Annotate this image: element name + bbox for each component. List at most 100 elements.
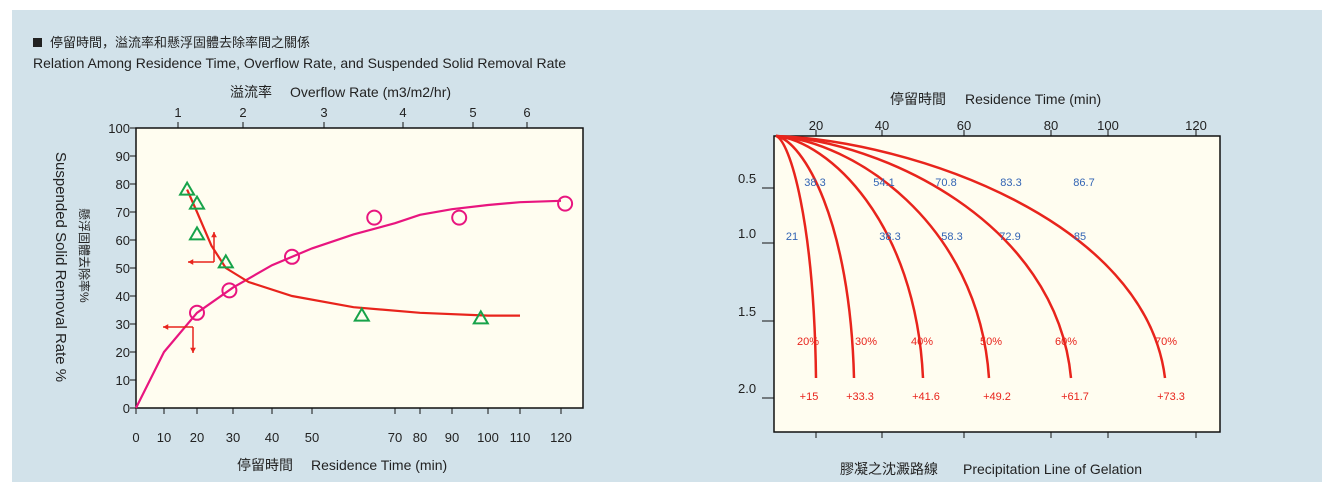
y-tick-label: 70 [116,205,130,220]
x-bottom-axis-title-en: Residence Time (min) [311,457,447,473]
guide-arrow-head [211,232,217,238]
x-bottom-tick-label: 120 [550,430,572,445]
x-axis-title-en: Residence Time (min) [965,91,1101,107]
end-value-label: +15 [800,391,819,403]
end-value-label: +73.3 [1157,391,1185,403]
x-tick-label: 100 [1097,118,1119,133]
x-tick-label: 120 [1185,118,1207,133]
x-bottom-tick-label: 30 [226,430,240,445]
removal-label-row-0-5: 38.3 [804,177,825,189]
overflow-rate-curve [186,189,520,317]
figure-title-cn: 停留時間，溢流率和懸浮固體去除率間之關係 [33,32,310,51]
plot-area [135,127,584,409]
y-axis-title-en: Suspended Solid Removal Rate % [52,152,69,382]
x-bottom-tick-label: 10 [157,430,171,445]
percent-label: 20% [797,336,819,348]
gelation-curve [775,134,925,379]
x-bottom-axis-title-cn: 停留時間 [237,457,293,473]
y-tick-label: 20 [116,345,130,360]
end-value-label: +41.6 [912,391,940,403]
bottom-title-cn: 膠凝之沈澱路線 [840,461,938,477]
y-tick-label: 1.0 [738,226,756,241]
y-tick-label: 2.0 [738,381,756,396]
end-value-label: +49.2 [983,391,1011,403]
figure-title-en: Relation Among Residence Time, Overflow … [33,55,567,71]
circle-data-point [451,209,468,226]
x-tick-label: 60 [957,118,971,133]
percent-label: 30% [855,336,877,348]
circle-data-point [189,304,205,321]
removal-rate-curve [135,199,562,409]
gelation-chart: 20 40 60 80 100 120 0.5 1.0 1.5 2.0 停留時間 Residence … [738,91,1221,477]
circle-data-point [284,248,300,265]
circle-data-point [221,282,238,299]
x-bottom-tick-label: 50 [305,430,319,445]
removal-label-row-0-5: 86.7 [1073,177,1094,189]
end-value-label: +61.7 [1061,391,1089,403]
removal-label-row-0-5: 83.3 [1000,177,1021,189]
x-bottom-tick-label: 40 [265,430,279,445]
triangle-data-point [217,253,235,269]
x-bottom-tick-label: 70 [388,430,402,445]
y-tick-label: 80 [116,177,130,192]
x-top-tick-label: 2 [239,105,246,120]
triangle-data-point [188,225,206,241]
y-tick-label: 0.5 [738,171,756,186]
x-top-tick-label: 6 [523,105,530,120]
y-tick-label: 0 [123,401,130,416]
x-top-axis-title-cn: 溢流率 [230,84,272,100]
triangle-data-point [188,194,206,210]
gelation-curve [775,134,1167,379]
removal-rate-chart: 0 10 20 30 40 50 60 70 80 90 100 0 10 20 30 40 50 70 80 90 1… [52,84,584,473]
triangle-data-point [353,306,371,322]
y-tick-label: 50 [116,261,130,276]
plot-area [773,135,1221,433]
x-top-tick-label: 4 [399,105,406,120]
y-tick-label: 100 [108,121,130,136]
percent-label: 70% [1155,336,1177,348]
circle-data-point [366,209,383,226]
guide-arrow-head [163,324,169,330]
guide-arrow-head [188,259,194,265]
y-tick-label: 40 [116,289,130,304]
removal-label-row-1-0: 21 [786,231,798,243]
x-bottom-tick-label: 110 [510,430,531,445]
x-bottom-tick-label: 100 [477,430,499,445]
triangle-data-point [178,180,196,196]
circle-data-point [557,195,574,212]
y-axis-title-cn: 懸浮固體去除率% [77,208,92,303]
y-tick-label: 10 [116,373,130,388]
gelation-curve [775,134,991,379]
percent-label: 60% [1055,336,1077,348]
removal-label-row-1-0: 72.9 [999,231,1020,243]
removal-label-row-0-5: 70.8 [935,177,956,189]
removal-label-row-1-0: 85 [1074,231,1086,243]
x-top-tick-label: 3 [320,105,327,120]
x-bottom-tick-label: 80 [413,430,427,445]
percent-label: 40% [911,336,933,348]
x-top-tick-label: 1 [174,105,181,120]
x-tick-label: 20 [809,118,823,133]
gelation-curve [775,134,856,379]
x-bottom-tick-label: 90 [445,430,459,445]
y-tick-label: 30 [116,317,130,332]
x-top-axis-title-en: Overflow Rate (m3/m2/hr) [290,84,451,100]
figure-title-cn-text: 停留時間，溢流率和懸浮固體去除率間之關係 [50,35,311,50]
bottom-title-en: Precipitation Line of Gelation [963,461,1142,477]
x-tick-label: 40 [875,118,889,133]
removal-label-row-0-5: 54.1 [873,177,894,189]
removal-label-row-1-0: 38.3 [879,231,900,243]
x-bottom-tick-label: 0 [132,430,139,445]
x-tick-label: 80 [1044,118,1058,133]
y-tick-label: 1.5 [738,304,756,319]
end-value-label: +33.3 [846,391,874,403]
guide-arrow-head [190,347,196,353]
bullet-square-icon [33,38,42,47]
x-axis-title-cn: 停留時間 [890,91,946,107]
y-tick-label: 60 [116,233,130,248]
percent-label: 50% [980,336,1002,348]
y-tick-label: 90 [116,149,130,164]
x-top-tick-label: 5 [469,105,476,120]
removal-label-row-1-0: 58.3 [941,231,962,243]
gelation-curve [775,134,818,379]
